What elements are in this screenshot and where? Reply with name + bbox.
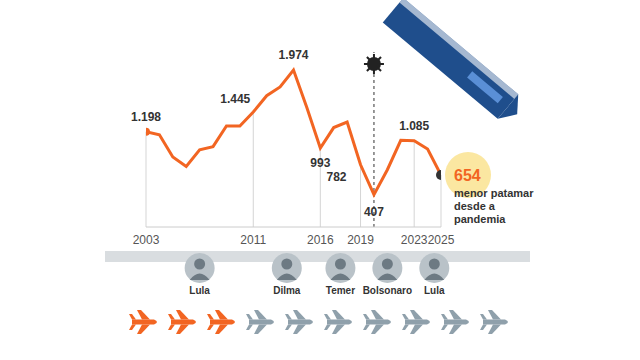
svg-text:Dilma: Dilma: [273, 285, 301, 296]
svg-text:Temer: Temer: [326, 285, 355, 296]
svg-text:1.974: 1.974: [278, 48, 308, 62]
svg-text:654: 654: [454, 167, 481, 184]
svg-text:menor patamar: menor patamar: [454, 187, 534, 199]
svg-text:1.085: 1.085: [399, 119, 429, 133]
svg-text:Bolsonaro: Bolsonaro: [363, 285, 412, 296]
svg-text:407: 407: [364, 205, 384, 219]
svg-text:pandemia: pandemia: [454, 213, 506, 225]
svg-text:2016: 2016: [307, 233, 334, 247]
svg-text:2011: 2011: [240, 233, 266, 247]
svg-text:782: 782: [327, 170, 347, 184]
svg-text:2025: 2025: [428, 233, 455, 247]
svg-text:2023: 2023: [401, 233, 428, 247]
svg-text:desde a: desde a: [454, 200, 496, 212]
svg-text:2003: 2003: [133, 233, 160, 247]
svg-text:Lula: Lula: [424, 285, 445, 296]
svg-text:1.445: 1.445: [220, 92, 250, 106]
svg-text:993: 993: [310, 156, 330, 170]
svg-text:1.198: 1.198: [131, 110, 161, 124]
svg-text:2019: 2019: [347, 233, 374, 247]
svg-text:Lula: Lula: [189, 285, 210, 296]
